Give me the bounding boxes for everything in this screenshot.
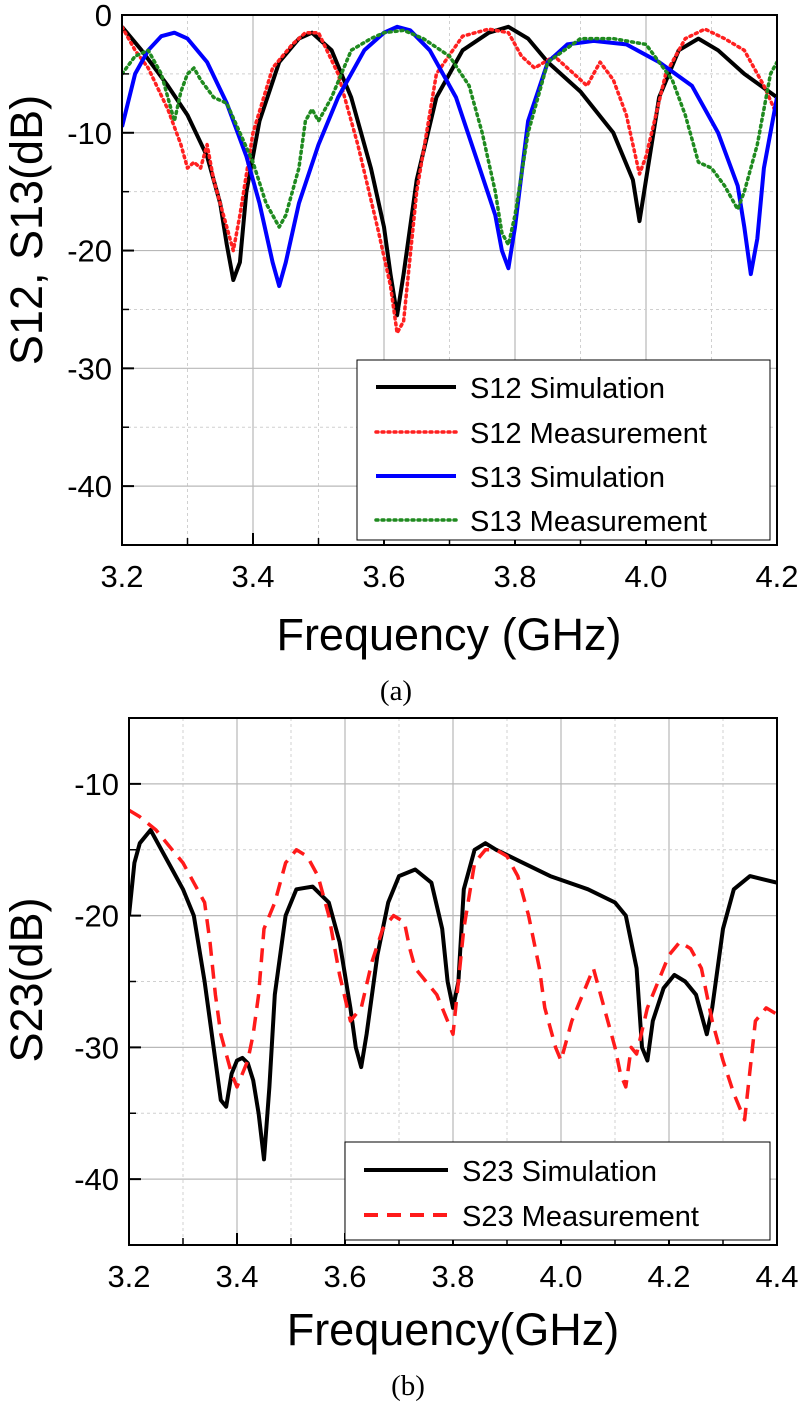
chart-b-series-lines: [129, 808, 777, 1162]
y-tick-label: -10: [67, 116, 112, 151]
x-tick-label: 3.4: [215, 1259, 258, 1294]
x-tick-label: 3.2: [100, 559, 143, 594]
x-tick-label: 4.0: [624, 559, 667, 594]
y-tick-label: -30: [67, 351, 112, 386]
series-line-s13-measurement: [122, 28, 777, 247]
x-tick-label: 4.4: [755, 1259, 798, 1294]
x-tick-label: 4.0: [539, 1259, 582, 1294]
series-line-s13-simulation: [122, 24, 777, 288]
legend-a-label-2: S13 Simulation: [470, 462, 665, 494]
y-tick-label: -20: [67, 234, 112, 269]
y-tick-label: -30: [74, 1030, 119, 1065]
x-tick-label: 3.6: [362, 559, 405, 594]
x-tick-label: 3.6: [323, 1259, 366, 1294]
chart-b: 3.2 3.4 3.6 3.8 4.0 4.2 4.4 -10 -20 -30 -40 S23 Si…: [1, 717, 799, 1402]
x-tick-label: 3.8: [493, 559, 536, 594]
y-tick-label: 0: [95, 0, 112, 33]
series-line-s12-simulation: [122, 24, 777, 318]
chart-b-y-axis-label: S23(dB): [1, 897, 52, 1062]
chart-a-y-axis-label: S12, S13(dB): [1, 95, 52, 365]
x-tick-label: 4.2: [647, 1259, 690, 1294]
chart-a-legend-box: [356, 359, 771, 541]
legend-b-label-1: S23 Measurement: [462, 1201, 699, 1233]
chart-b-legend: S23 Simulation S23 Measurement: [344, 1141, 771, 1241]
legend-a-label-1: S12 Measurement: [470, 418, 707, 450]
y-tick-label: -10: [74, 767, 119, 802]
chart-a-caption: (a): [380, 675, 412, 707]
legend-a-label-0: S12 Simulation: [470, 373, 665, 405]
y-tick-label: -20: [74, 899, 119, 934]
legend-b-label-0: S23 Simulation: [462, 1156, 657, 1188]
series-line-s23-measurement: [129, 808, 777, 1122]
series-line-s12-measurement: [122, 25, 777, 335]
x-tick-label: 3.8: [431, 1259, 474, 1294]
chart-a-series-lines: [122, 24, 777, 335]
chart-a-legend: S12 Simulation S12 Measurement S13 Simul…: [356, 359, 771, 541]
chart-b-caption: (b): [391, 1370, 425, 1402]
chart-a-ticks: 3.2 3.4 3.6 3.8 4.0 4.2 0 -10 -20 -30 -40: [67, 0, 798, 594]
chart-b-x-axis-label: Frequency(GHz): [287, 1304, 620, 1355]
chart-a: 3.2 3.4 3.6 3.8 4.0 4.2 0 -10 -20 -30 -40 S12 Simu…: [1, 0, 799, 707]
x-tick-label: 3.2: [107, 1259, 150, 1294]
y-tick-label: -40: [74, 1162, 119, 1197]
chart-b-legend-box: [344, 1141, 771, 1241]
x-tick-label: 3.4: [231, 559, 274, 594]
legend-a-label-3: S13 Measurement: [470, 506, 707, 538]
chart-a-x-axis-label: Frequency (GHz): [276, 609, 621, 660]
y-tick-label: -40: [67, 469, 112, 504]
x-tick-label: 4.2: [755, 559, 798, 594]
